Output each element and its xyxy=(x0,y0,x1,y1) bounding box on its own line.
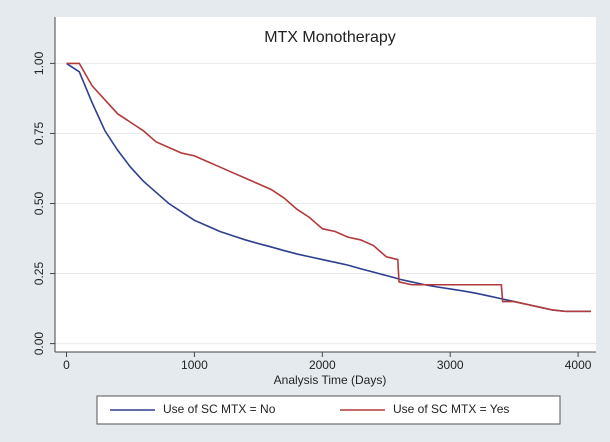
legend xyxy=(96,395,561,425)
x-tick-label: 3000 xyxy=(437,358,464,372)
legend-label: Use of SC MTX = No xyxy=(163,402,276,416)
legend-label: Use of SC MTX = Yes xyxy=(393,402,509,416)
x-tick-label: 0 xyxy=(63,358,70,372)
plot-area xyxy=(55,17,596,352)
x-tick-label: 4000 xyxy=(565,358,592,372)
y-tick-label: 0.00 xyxy=(32,332,46,356)
x-tick-label: 2000 xyxy=(309,358,336,372)
chart-title: MTX Monotherapy xyxy=(264,29,396,46)
y-tick-label: 0.25 xyxy=(32,262,46,286)
x-tick-label: 1000 xyxy=(181,358,208,372)
y-tick-label: 1.00 xyxy=(32,51,46,75)
y-tick-label: 0.50 xyxy=(32,191,46,215)
x-axis-label: Analysis Time (Days) xyxy=(274,373,387,387)
y-tick-label: 0.75 xyxy=(32,121,46,145)
survival-line xyxy=(66,62,591,313)
